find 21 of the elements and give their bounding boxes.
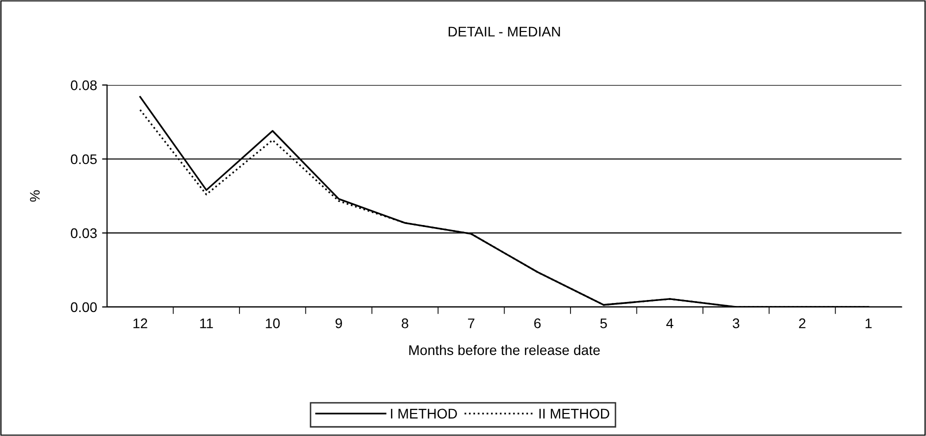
y-tick-label: 0.05 <box>70 154 97 164</box>
y-tick-label: 0.03 <box>70 228 97 238</box>
x-tick-label: 12 <box>133 318 148 328</box>
x-tick-label: 6 <box>534 318 541 328</box>
x-tick-label: 8 <box>402 318 408 328</box>
legend-label: II METHOD <box>539 408 610 419</box>
y-tick-label: 0.00 <box>70 302 97 312</box>
x-tick-label: 11 <box>200 318 213 328</box>
y-axis-title: % <box>30 190 40 202</box>
x-tick-label: 10 <box>266 318 280 328</box>
chart-title: DETAIL - MEDIAN <box>448 26 560 36</box>
x-tick-label: 1 <box>866 318 872 328</box>
legend-label: I METHOD <box>390 408 457 419</box>
x-tick-label: 7 <box>468 318 474 328</box>
x-tick-label: 9 <box>336 318 342 328</box>
x-tick-label: 3 <box>732 318 740 328</box>
y-tick-label: 0.08 <box>70 80 97 90</box>
x-axis-title: Months before the release date <box>409 344 600 356</box>
x-tick-label: 4 <box>666 318 674 328</box>
x-tick-label: 5 <box>600 318 607 328</box>
x-tick-label: 2 <box>799 318 806 328</box>
